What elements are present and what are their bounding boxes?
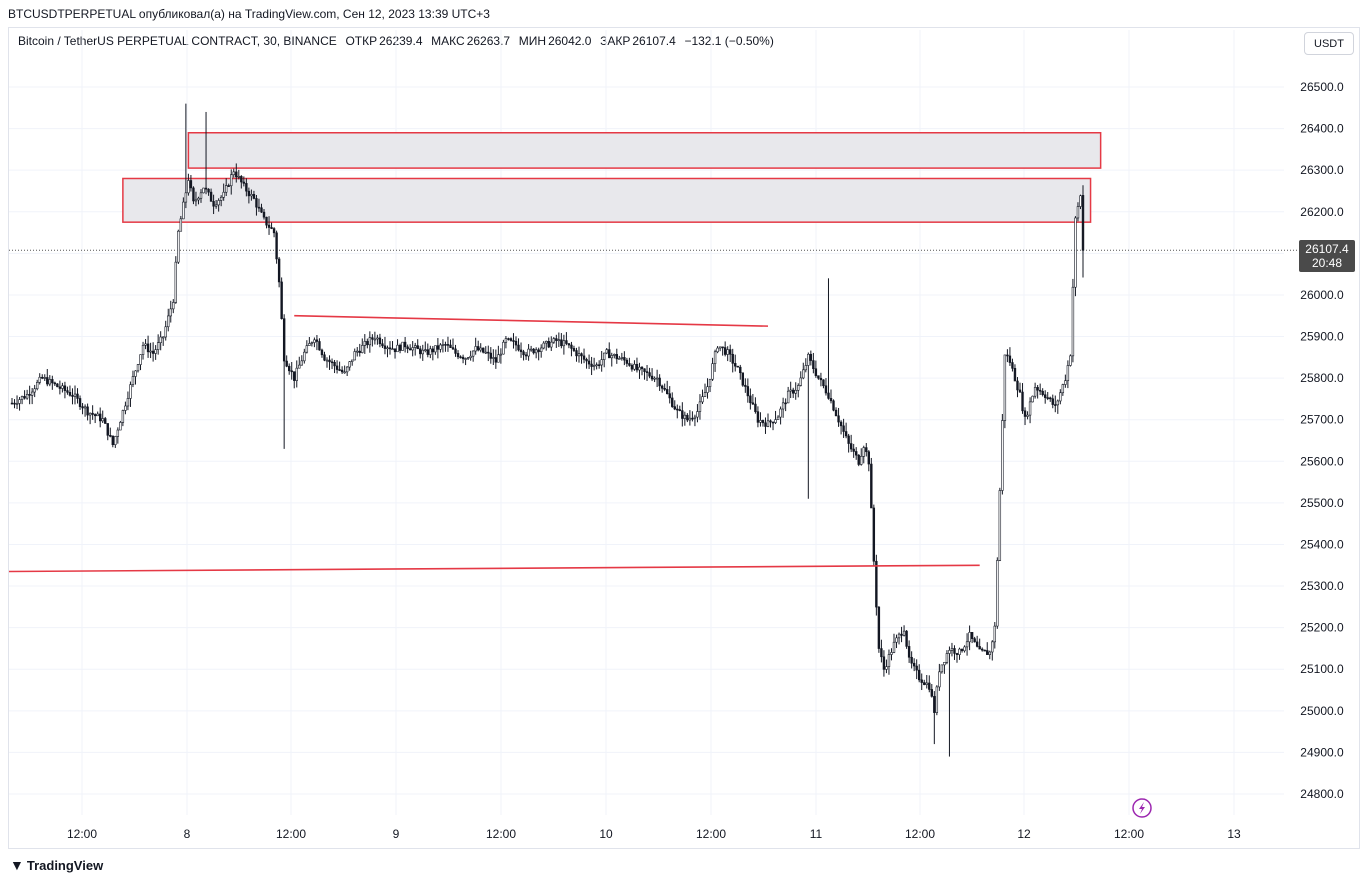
legend-low-label: МИН <box>518 34 547 48</box>
publish-header: BTCUSDTPERPETUAL опубликовал(а) на Tradi… <box>8 7 490 21</box>
legend-low-value: 26042.0 <box>548 34 592 48</box>
chart-frame[interactable] <box>8 27 1360 849</box>
currency-button[interactable]: USDT <box>1304 32 1354 55</box>
tradingview-logo-icon: ▼ <box>10 857 24 873</box>
legend-close-value: 26107.4 <box>632 34 676 48</box>
legend-high-value: 26263.7 <box>466 34 511 48</box>
legend-open-label: ОТКР <box>345 34 378 48</box>
bar-countdown: 20:48 <box>1311 256 1343 270</box>
legend-change: −132.1 (−0.50%) <box>684 34 774 48</box>
last-price-value: 26107.4 <box>1305 242 1349 256</box>
footer-brand[interactable]: ▼ TradingView <box>10 857 103 873</box>
legend-symbol[interactable]: Bitcoin / TetherUS PERPETUAL CONTRACT, 3… <box>18 34 337 48</box>
legend-open-value: 26239.4 <box>379 34 423 48</box>
last-price-label: 26107.4 20:48 <box>1299 240 1355 272</box>
footer-brand-label: TradingView <box>26 857 104 873</box>
chart-legend: Bitcoin / TetherUS PERPETUAL CONTRACT, 3… <box>18 34 776 48</box>
legend-high-label: МАКС <box>431 34 465 48</box>
legend-close-label: ЗАКР <box>600 34 631 48</box>
